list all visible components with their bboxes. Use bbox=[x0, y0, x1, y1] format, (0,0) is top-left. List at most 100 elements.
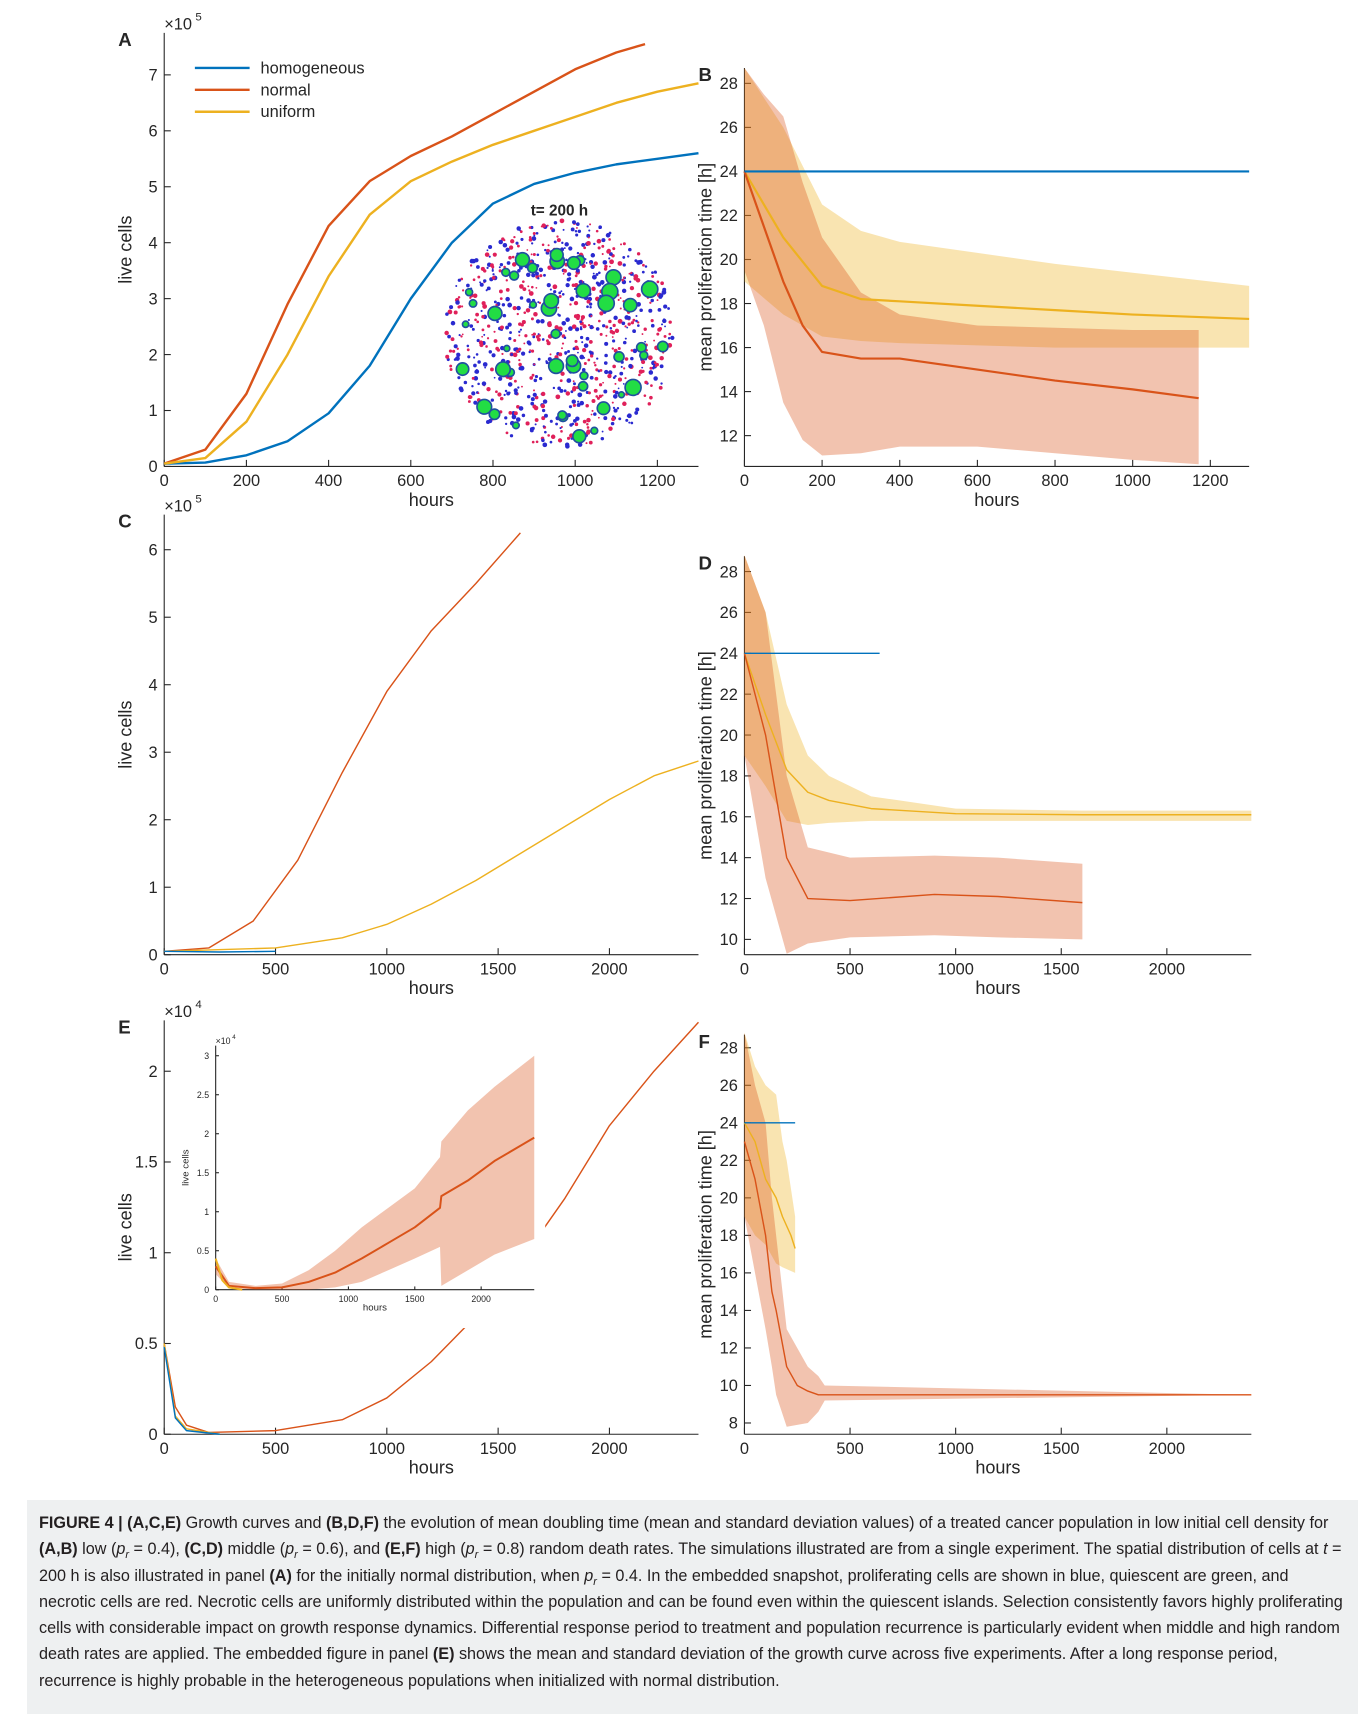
snapshot-cell bbox=[515, 349, 520, 354]
snapshot-cell bbox=[629, 280, 632, 283]
snapshot-cell bbox=[583, 362, 587, 366]
snapshot-cell bbox=[502, 243, 508, 248]
snapshot-cell bbox=[453, 310, 458, 315]
snapshot-cell bbox=[473, 400, 478, 405]
snapshot-cell bbox=[566, 378, 572, 383]
snapshot-cell bbox=[561, 342, 565, 345]
snapshot-cell bbox=[653, 376, 658, 381]
snapshot-cell bbox=[531, 242, 534, 245]
y-axis-label: mean proliferation time [h] bbox=[696, 651, 716, 860]
snapshot-cell bbox=[636, 292, 641, 298]
snapshot-cell bbox=[612, 364, 616, 369]
x-tick-label: 0 bbox=[213, 1294, 218, 1304]
snapshot-cell bbox=[508, 245, 514, 250]
y-tick-label: 26 bbox=[720, 604, 738, 622]
y-tick-label: 28 bbox=[720, 1040, 738, 1058]
snapshot-cell bbox=[491, 268, 494, 270]
y-tick-label: 5 bbox=[149, 609, 158, 627]
caption-text: (A,B) bbox=[39, 1540, 78, 1559]
snapshot-cell bbox=[626, 315, 631, 320]
snapshot-cell bbox=[457, 296, 461, 299]
snapshot-cell bbox=[540, 403, 546, 409]
snapshot-cell bbox=[653, 339, 656, 342]
snapshot-cell bbox=[515, 417, 521, 422]
snapshot-island bbox=[596, 401, 611, 416]
x-tick-label: 0 bbox=[740, 1440, 749, 1458]
y-exponent: 5 bbox=[195, 493, 201, 505]
snapshot-label: t= 200 h bbox=[531, 203, 588, 220]
y-tick-label: 2 bbox=[149, 1063, 158, 1081]
x-tick-label: 1000 bbox=[937, 960, 974, 978]
x-tick-label: 1500 bbox=[1043, 960, 1080, 978]
snapshot-cell bbox=[582, 281, 585, 283]
snapshot-cell bbox=[573, 300, 579, 306]
snapshot-cell bbox=[445, 312, 449, 316]
snapshot-cell bbox=[570, 390, 574, 394]
snapshot-cell bbox=[554, 325, 559, 330]
snapshot-cell bbox=[477, 392, 480, 395]
chart: 0 200 400 600 800 1000 1200 12 14 16 18 20 22 24 26 28 h… bbox=[696, 64, 1250, 510]
snapshot-cell bbox=[559, 379, 563, 383]
snapshot-cell bbox=[616, 407, 620, 410]
snapshot-island bbox=[514, 251, 531, 268]
legend-label: normal bbox=[261, 81, 311, 99]
snapshot-cell bbox=[638, 373, 641, 377]
inset-background bbox=[182, 1023, 546, 1329]
x-tick-label: 1500 bbox=[405, 1294, 425, 1304]
snapshot-cell bbox=[556, 235, 559, 238]
snapshot-cell bbox=[621, 288, 627, 294]
y-tick-label: 3 bbox=[204, 1051, 209, 1061]
snapshot-cell bbox=[516, 404, 520, 409]
snapshot-cell bbox=[575, 222, 580, 226]
y-tick-label: 1.5 bbox=[135, 1154, 158, 1172]
snapshot-cell bbox=[499, 325, 504, 330]
snapshot-cell bbox=[469, 264, 473, 267]
series-line bbox=[743, 171, 1199, 400]
snapshot-cell bbox=[630, 271, 633, 274]
snapshot-cell bbox=[521, 385, 523, 388]
snapshot-cell bbox=[647, 355, 653, 361]
snapshot-cell bbox=[525, 308, 531, 313]
snapshot-cell bbox=[609, 259, 614, 265]
snapshot-cell bbox=[605, 325, 609, 329]
snapshot-cell bbox=[604, 369, 609, 375]
snapshot-cell bbox=[583, 343, 589, 348]
snapshot-cell bbox=[595, 395, 599, 398]
snapshot-cell bbox=[471, 376, 475, 380]
snapshot-cell bbox=[600, 436, 605, 441]
snapshot-cell bbox=[466, 283, 470, 288]
snapshot-island bbox=[468, 298, 478, 308]
snapshot-cell bbox=[585, 262, 588, 264]
snapshot-cell bbox=[614, 390, 619, 395]
snapshot-cell bbox=[558, 291, 562, 295]
snapshot-cell bbox=[484, 252, 490, 257]
snapshot-cell bbox=[458, 386, 464, 391]
snapshot-cell bbox=[659, 364, 664, 369]
snapshot-cell bbox=[597, 416, 600, 419]
snapshot-cell bbox=[608, 233, 611, 237]
snapshot-cell bbox=[538, 334, 541, 337]
snapshot-cell bbox=[501, 303, 506, 307]
snapshot-cell bbox=[528, 350, 531, 354]
snapshot-cell bbox=[586, 299, 591, 304]
snapshot-cell bbox=[598, 394, 603, 398]
snapshot-cell bbox=[512, 306, 517, 311]
snapshot-cell bbox=[611, 347, 614, 350]
snapshot-island bbox=[622, 297, 638, 313]
snapshot-cell bbox=[555, 422, 558, 426]
series-line bbox=[164, 950, 276, 953]
snapshot-cell bbox=[596, 396, 600, 400]
snapshot-cell bbox=[530, 397, 535, 402]
caption-text: p bbox=[116, 1540, 126, 1559]
snapshot-cell bbox=[658, 385, 663, 390]
snapshot-cell bbox=[630, 356, 634, 361]
snapshot-cell bbox=[609, 326, 613, 330]
y-tick-label: 18 bbox=[720, 295, 738, 313]
snapshot-cell bbox=[577, 442, 583, 447]
snapshot-cell bbox=[591, 409, 594, 412]
snapshot-cell bbox=[572, 347, 576, 351]
snapshot-cell bbox=[525, 421, 530, 426]
snapshot-cell bbox=[457, 376, 461, 380]
snapshot-cell bbox=[533, 378, 538, 383]
snapshot-cell bbox=[656, 332, 660, 336]
